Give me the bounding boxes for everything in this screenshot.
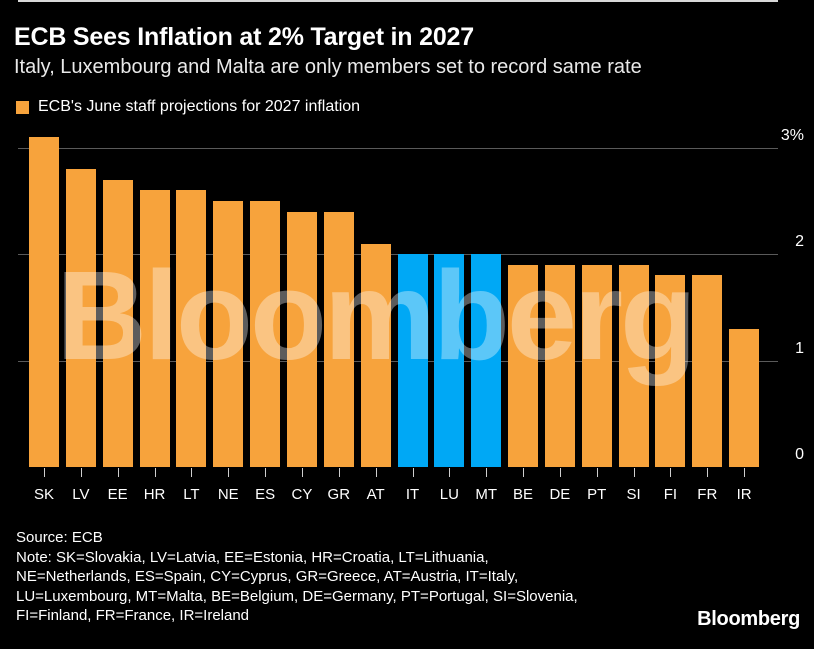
y-tick-label: 2 bbox=[795, 233, 804, 251]
bar-ir[interactable] bbox=[729, 328, 760, 467]
x-label-it: IT bbox=[405, 486, 420, 503]
gridline-3 bbox=[18, 147, 778, 149]
x-label-lv: LV bbox=[72, 486, 90, 503]
x-tick bbox=[117, 468, 119, 477]
x-tick bbox=[486, 468, 488, 477]
bar-gr[interactable] bbox=[323, 211, 354, 467]
x-label-mt: MT bbox=[475, 486, 498, 503]
x-label-hr: HR bbox=[143, 486, 166, 503]
bar-sk[interactable] bbox=[29, 137, 59, 467]
bar-it[interactable] bbox=[397, 254, 428, 467]
note-line: FI=Finland, FR=France, IR=Ireland bbox=[16, 607, 250, 624]
bloomberg-logo: Bloomberg bbox=[697, 608, 800, 630]
x-tick bbox=[301, 468, 303, 477]
bar-lt[interactable] bbox=[176, 190, 207, 467]
x-tick bbox=[44, 468, 45, 477]
x-label-es: ES bbox=[255, 486, 276, 503]
x-axis-line bbox=[18, 0, 778, 2]
x-tick bbox=[744, 468, 746, 477]
bar-si[interactable] bbox=[618, 264, 649, 467]
page-title: ECB Sees Inflation at 2% Target in 2027 bbox=[14, 23, 474, 51]
x-label-fr: FR bbox=[697, 486, 718, 503]
x-label-gr: GR bbox=[327, 486, 351, 503]
x-label-fi: FI bbox=[663, 486, 678, 503]
y-tick-label: 3% bbox=[780, 126, 804, 144]
y-tick-label: 1 bbox=[795, 339, 804, 357]
x-label-be: BE bbox=[513, 486, 534, 503]
legend-label: ECB's June staff projections for 2027 in… bbox=[38, 98, 361, 115]
note-line: Note: SK=Slovakia, LV=Latvia, EE=Estonia… bbox=[16, 548, 489, 566]
bar-cy[interactable] bbox=[286, 211, 317, 467]
x-label-cy: CY bbox=[291, 486, 313, 503]
x-tick bbox=[412, 468, 414, 477]
bar-be[interactable] bbox=[508, 264, 539, 467]
x-tick bbox=[523, 468, 525, 477]
bar-at[interactable] bbox=[360, 243, 391, 467]
x-label-sk: SK bbox=[33, 486, 54, 503]
bar-fr[interactable] bbox=[692, 275, 723, 467]
x-tick bbox=[265, 468, 267, 477]
x-label-ne: NE bbox=[217, 486, 239, 503]
x-tick bbox=[596, 468, 598, 477]
x-tick bbox=[449, 468, 451, 477]
x-label-ee: EE bbox=[107, 486, 128, 503]
bar-ee[interactable] bbox=[102, 179, 133, 467]
x-label-si: SI bbox=[626, 486, 641, 503]
x-tick bbox=[338, 468, 340, 477]
x-tick bbox=[707, 468, 709, 477]
x-tick bbox=[228, 468, 230, 477]
bar-de[interactable] bbox=[544, 264, 575, 467]
x-tick bbox=[633, 468, 635, 477]
x-tick bbox=[191, 468, 193, 477]
x-tick bbox=[670, 468, 672, 477]
bar-hr[interactable] bbox=[139, 190, 170, 467]
x-label-pt: PT bbox=[587, 486, 607, 503]
bar-ne[interactable] bbox=[213, 201, 244, 467]
page-subtitle: Italy, Luxembourg and Malta are only mem… bbox=[14, 56, 642, 78]
x-label-de: DE bbox=[549, 486, 571, 503]
chart-header: ECB Sees Inflation at 2% Target in 2027 … bbox=[14, 22, 804, 80]
bar-fi[interactable] bbox=[655, 275, 686, 467]
legend-square-icon bbox=[16, 100, 29, 114]
bar-lu[interactable] bbox=[434, 254, 465, 467]
bar-es[interactable] bbox=[250, 201, 281, 467]
y-tick-label: 0 bbox=[795, 446, 804, 463]
x-tick bbox=[154, 468, 156, 477]
x-label-lu: LU bbox=[439, 486, 459, 503]
source-line: Source: ECB bbox=[16, 529, 103, 546]
x-label-lt: LT bbox=[183, 486, 200, 503]
x-tick bbox=[80, 468, 82, 477]
bar-lv[interactable] bbox=[65, 169, 96, 467]
x-tick bbox=[375, 468, 377, 477]
bar-mt[interactable] bbox=[471, 254, 502, 467]
x-label-at: AT bbox=[366, 486, 385, 503]
bar-pt[interactable] bbox=[581, 264, 612, 467]
chart-legend: ECB's June staff projections for 2027 in… bbox=[16, 98, 360, 116]
x-label-ir: IR bbox=[736, 486, 752, 503]
note-line: LU=Luxembourg, MT=Malta, BE=Belgium, DE=… bbox=[16, 587, 578, 605]
chart-footnotes: Source: ECB Note: SK=Slovakia, LV=Latvia,… bbox=[16, 528, 716, 626]
note-line: NE=Netherlands, ES=Spain, CY=Cyprus, GR=… bbox=[16, 568, 519, 585]
x-tick bbox=[559, 468, 561, 477]
